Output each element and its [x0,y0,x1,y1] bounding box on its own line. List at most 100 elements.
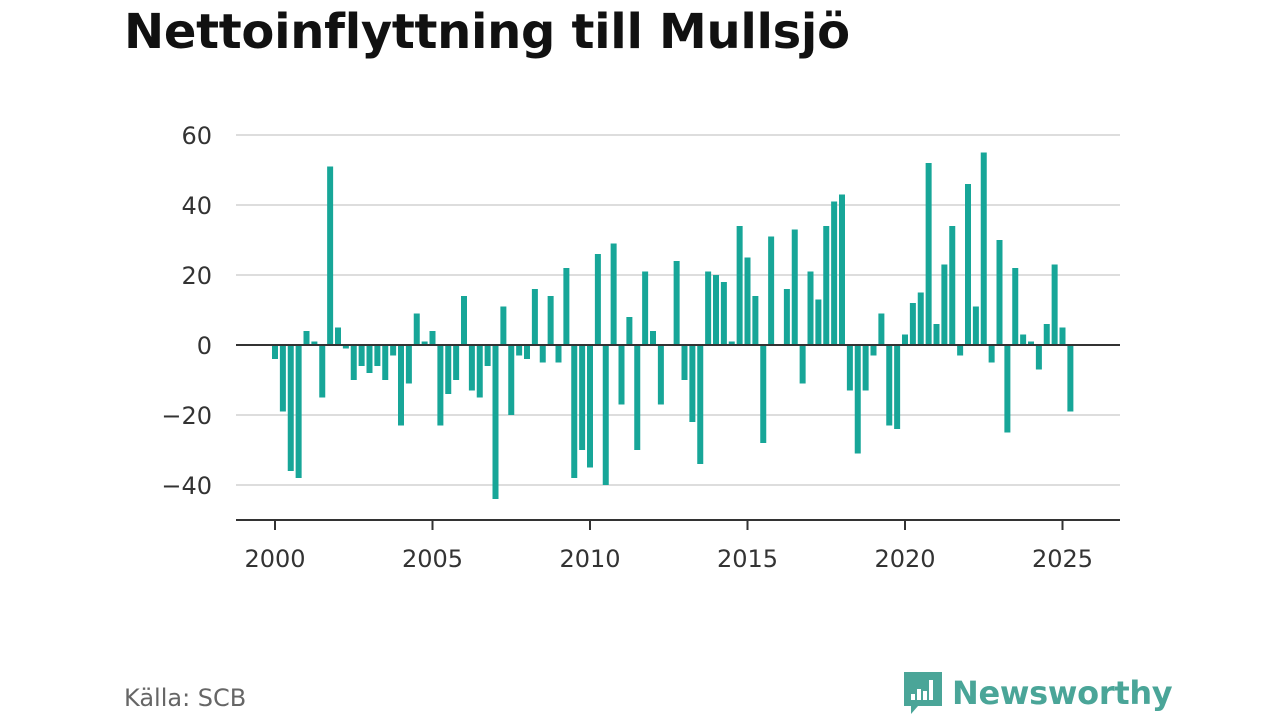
x-tick-label: 2010 [559,545,620,573]
bars [272,152,1074,499]
bar [398,345,404,426]
chart-title: Nettoinflyttning till Mullsjö [124,4,850,60]
bar [453,345,460,380]
bar [988,345,995,363]
bar [272,345,278,359]
bar [728,341,735,345]
bar [862,345,869,391]
bar [1012,268,1019,345]
bar [303,331,310,345]
bar [319,345,326,398]
bar [846,345,853,391]
bar [429,331,436,345]
newsworthy-logo-icon [904,672,942,714]
bar [476,345,483,398]
x-tick-label: 2000 [244,545,305,573]
bar [279,345,286,412]
bar [468,345,475,391]
bar [1028,341,1034,345]
bar [760,345,767,443]
bar [1035,345,1042,370]
bar [390,345,397,356]
bar [547,296,554,345]
bar [673,261,680,345]
bar [878,313,885,345]
brand-name: Newsworthy [952,674,1173,712]
bar [437,345,444,426]
y-tick-label: −40 [161,472,212,500]
bar [815,299,822,345]
bar [500,306,507,345]
bar [531,289,538,345]
bar [358,345,365,366]
x-tick-label: 2015 [717,545,778,573]
bar [634,345,641,450]
bar [720,282,727,345]
bar [287,345,294,471]
bar [689,345,696,422]
bar [752,296,759,345]
bar [602,345,609,485]
bar [949,226,956,345]
bar [405,345,412,384]
bar [555,345,562,363]
bar [697,345,704,464]
bar [925,163,932,345]
bar [713,275,719,345]
bar [484,345,491,366]
bar [516,345,523,356]
bar [311,341,318,345]
bar [335,327,341,345]
bar [650,331,656,345]
y-tick-label: 0 [197,332,212,360]
bar-chart: 60 40 20 0 −20 −40 2000 2005 2010 2015 2020 2025 [161,122,1120,573]
bar [870,345,877,356]
bar [799,345,806,384]
bar [965,184,971,345]
bar [657,345,664,405]
y-tick-label: 60 [181,122,212,150]
bar [539,345,546,363]
bar [768,236,775,345]
bar [933,324,940,345]
bar [524,345,530,359]
bar [807,271,814,345]
bar [587,345,593,468]
bar [972,306,979,345]
bar [894,345,901,429]
bar [886,345,893,426]
bar [996,240,1003,345]
bar [980,152,987,345]
bar [642,271,649,345]
bar [909,303,916,345]
bar [681,345,688,380]
bar [1059,327,1066,345]
bar [508,345,515,415]
bar [823,226,830,345]
x-tick-label: 2025 [1032,545,1093,573]
x-tick-label: 2005 [402,545,463,573]
y-tick-label: 20 [181,262,212,290]
bar [1051,264,1058,345]
bar [839,194,845,345]
bar [917,292,924,345]
bar [626,317,633,345]
bar [571,345,578,478]
bar [295,345,302,478]
bar [744,257,751,345]
bar [831,201,838,345]
bar [413,313,420,345]
source-label: Källa: SCB [124,684,247,712]
bar [1067,345,1074,412]
bar [421,341,428,345]
bar [941,264,948,345]
bar [342,345,349,349]
bar [957,345,964,356]
bar [705,271,712,345]
bar [563,268,570,345]
bar [610,243,617,345]
bar [618,345,625,405]
x-tick-label: 2020 [874,545,935,573]
bar [492,345,499,499]
bar [1004,345,1011,433]
